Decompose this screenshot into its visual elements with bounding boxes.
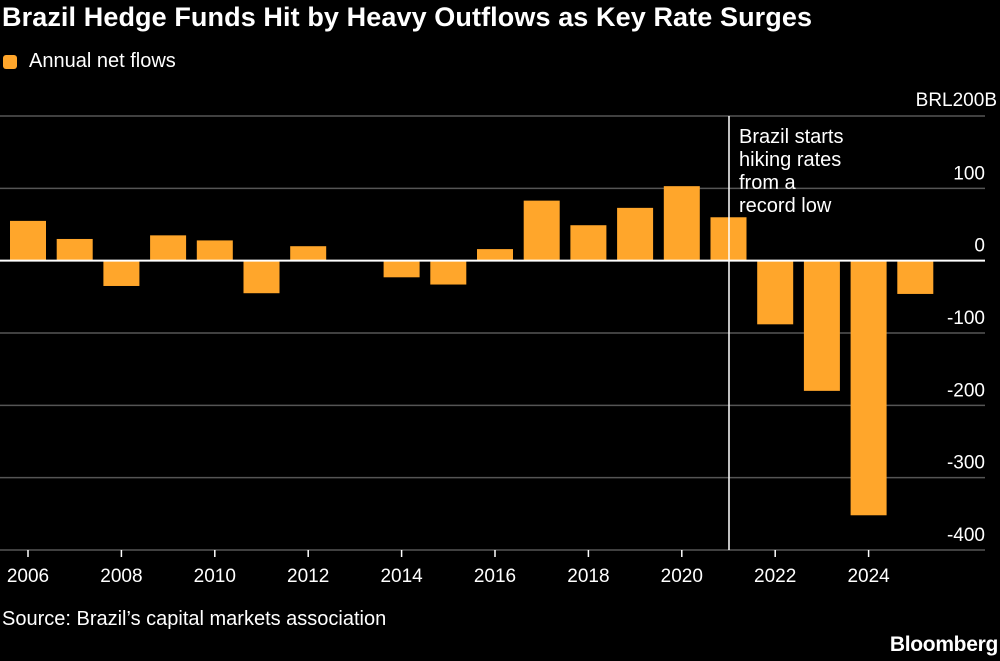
bar-2024: [850, 260, 887, 516]
annotation-text: hiking rates: [739, 149, 841, 171]
x-tick-label: 2024: [847, 566, 890, 587]
bar-2017: [523, 200, 560, 261]
source-note: Source: Brazil’s capital markets associa…: [2, 608, 387, 630]
legend-swatch: [3, 54, 17, 69]
bar-2007: [56, 238, 93, 261]
annotation-text: record low: [739, 195, 832, 217]
bar-2014: [383, 260, 420, 278]
bar-2018: [570, 225, 607, 261]
y-tick-label: -200: [947, 380, 985, 401]
bar-2019: [617, 207, 654, 261]
bar-2011: [243, 260, 280, 294]
x-tick-label: 2012: [287, 566, 329, 587]
y-tick-label: -300: [947, 453, 985, 474]
bar-2020: [663, 186, 700, 261]
y-tick-label: 100: [953, 163, 985, 184]
bar-2023: [803, 260, 840, 391]
bar-2008: [103, 260, 140, 286]
bar-2015: [430, 260, 467, 285]
y-tick-label: 0: [974, 236, 985, 257]
x-tick-label: 2010: [194, 566, 236, 587]
x-tick-label: 2014: [380, 566, 423, 587]
x-tick-label: 2020: [661, 566, 703, 587]
bar-2025: [897, 260, 934, 294]
annotation-text: from a: [739, 172, 797, 194]
bar-2016: [477, 249, 513, 261]
bar-2006: [10, 220, 46, 261]
legend-label: Annual net flows: [29, 50, 176, 72]
bars: [10, 186, 934, 516]
x-tick-label: 2006: [7, 566, 49, 587]
bar-2012: [290, 246, 327, 261]
x-tick-label: 2018: [567, 566, 609, 587]
gridlines: [0, 115, 985, 551]
y-tick-label: -400: [947, 525, 985, 546]
bloomberg-logo: Bloomberg: [889, 633, 998, 656]
bar-2010: [196, 240, 233, 261]
x-axis-labels: 2006 2008 2010 2012 2014 2016 2018 2020 2022 2024: [7, 550, 890, 587]
x-tick-label: 2016: [474, 566, 516, 587]
y-axis-labels: BRL200B 100 0 -100 -200 -300 -400: [916, 90, 997, 546]
annotation-text: Brazil starts: [739, 126, 843, 148]
y-tick-label: -100: [947, 308, 985, 329]
bar-2022: [757, 260, 794, 325]
chart-title: Brazil Hedge Funds Hit by Heavy Outflows…: [2, 2, 813, 32]
legend: Annual net flows: [3, 50, 176, 73]
bar-2009: [150, 235, 187, 261]
y-unit-label: BRL200B: [916, 90, 997, 111]
x-tick-label: 2022: [754, 566, 796, 587]
x-tick-label: 2008: [100, 566, 142, 587]
